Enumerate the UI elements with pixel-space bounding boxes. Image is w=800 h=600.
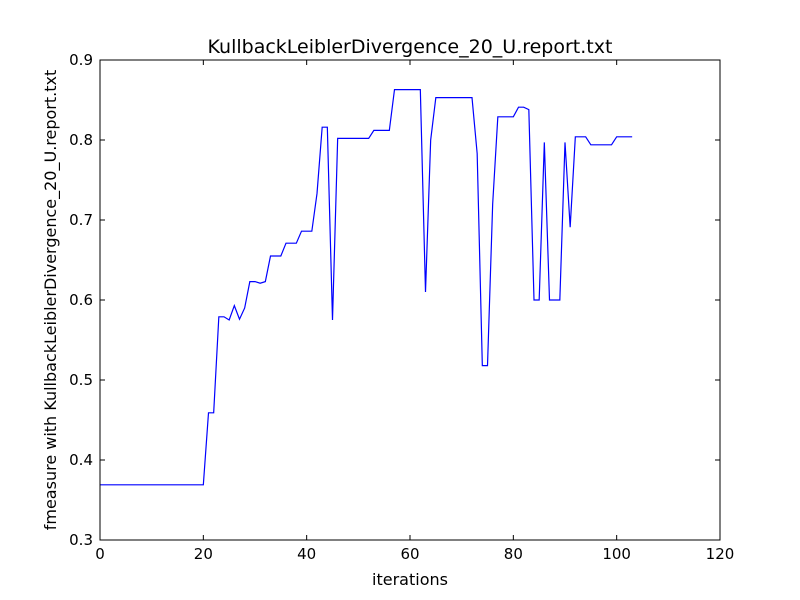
x-tick-label: 60 <box>400 545 419 563</box>
x-axis-ticks: 0 20 40 60 80 100 120 <box>95 60 734 563</box>
y-tick-label: 0.7 <box>69 211 93 229</box>
x-tick-label: 80 <box>504 545 523 563</box>
x-tick-label: 100 <box>602 545 631 563</box>
y-tick-label: 0.8 <box>69 131 93 149</box>
chart-title: KullbackLeiblerDivergence_20_U.report.tx… <box>208 36 613 58</box>
x-tick-label: 20 <box>194 545 213 563</box>
y-tick-label: 0.5 <box>69 371 93 389</box>
x-tick-label: 40 <box>297 545 316 563</box>
y-tick-label: 0.9 <box>69 51 93 69</box>
y-axis-ticks: 0.3 0.4 0.5 0.6 0.7 0.8 0.9 <box>69 51 720 549</box>
y-tick-label: 0.4 <box>69 451 93 469</box>
y-axis-label: fmeasure with KullbackLeiblerDivergence_… <box>41 70 61 531</box>
series-line <box>100 88 633 486</box>
y-tick-label: 0.3 <box>69 531 93 549</box>
y-tick-label: 0.6 <box>69 291 93 309</box>
x-tick-label: 0 <box>95 545 105 563</box>
x-axis-label: iterations <box>372 570 448 589</box>
plot-frame <box>99 59 721 541</box>
x-tick-label: 120 <box>706 545 735 563</box>
